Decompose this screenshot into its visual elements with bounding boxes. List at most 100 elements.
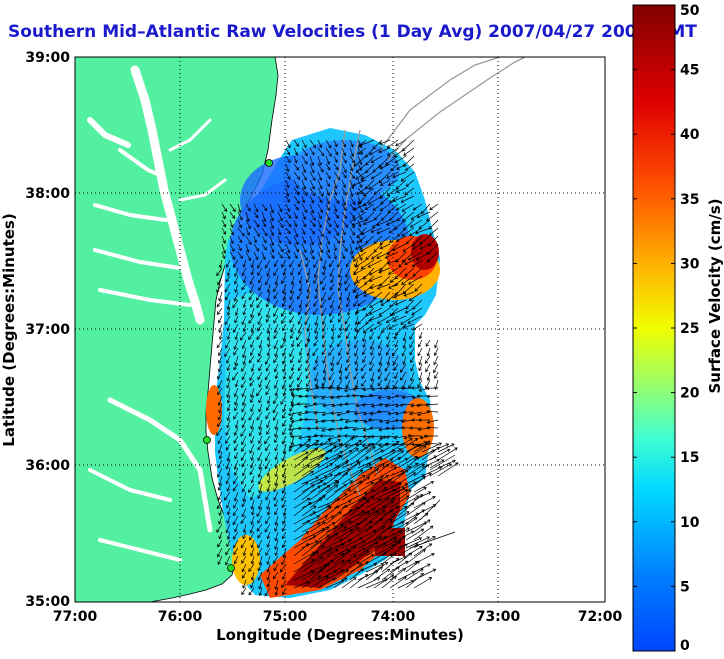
current-arrow xyxy=(373,235,383,245)
bay-and-rivers xyxy=(87,65,227,562)
current-arrow xyxy=(309,545,326,557)
current-arrow xyxy=(380,195,391,205)
current-arrow xyxy=(413,536,436,549)
current-arrow xyxy=(369,339,375,350)
current-arrow xyxy=(301,454,325,469)
current-arrow xyxy=(312,395,327,400)
current-arrow xyxy=(429,203,439,211)
current-arrow xyxy=(266,347,271,357)
current-arrow xyxy=(226,267,231,277)
current-arrow xyxy=(250,499,255,510)
current-arrow xyxy=(389,235,399,244)
current-arrow xyxy=(341,235,346,244)
current-arrow xyxy=(325,451,344,461)
current-arrow xyxy=(349,171,355,180)
current-arrow xyxy=(309,139,317,149)
current-arrow xyxy=(378,307,391,316)
current-arrow xyxy=(265,379,271,390)
current-arrow xyxy=(274,387,279,397)
current-arrow xyxy=(273,571,279,580)
colorbar-tick-label: 10 xyxy=(680,515,700,531)
current-arrow xyxy=(354,347,359,357)
current-arrow xyxy=(357,179,363,189)
current-arrow xyxy=(253,219,260,228)
current-arrow xyxy=(293,139,299,147)
current-arrow xyxy=(314,379,319,388)
current-arrow xyxy=(241,411,247,421)
current-arrow xyxy=(250,459,255,469)
current-arrow xyxy=(353,155,367,167)
current-arrow xyxy=(266,499,271,510)
current-arrow xyxy=(225,275,231,283)
current-arrow xyxy=(381,552,397,565)
current-arrow xyxy=(317,454,341,469)
current-arrow xyxy=(257,531,263,539)
current-arrow xyxy=(349,497,367,509)
current-arrow xyxy=(265,547,271,556)
current-arrow xyxy=(241,283,247,291)
current-arrow xyxy=(301,522,321,533)
current-arrow xyxy=(325,472,342,485)
current-arrow xyxy=(368,267,383,276)
current-arrow xyxy=(250,419,255,430)
current-arrow xyxy=(341,155,347,164)
current-arrow xyxy=(399,403,415,407)
current-arrow xyxy=(221,235,226,244)
current-arrow xyxy=(226,419,231,429)
current-arrow xyxy=(221,203,228,212)
map-title: Southern Mid–Atlantic Raw Velocities (1 … xyxy=(8,22,697,42)
current-arrow xyxy=(314,419,327,424)
current-arrow xyxy=(257,467,263,478)
current-arrow xyxy=(333,227,340,236)
current-arrow xyxy=(277,227,282,236)
current-arrow xyxy=(273,259,279,268)
current-arrow xyxy=(248,563,255,572)
current-arrow xyxy=(403,147,415,156)
current-arrow xyxy=(349,475,366,485)
current-arrow xyxy=(293,451,309,461)
current-arrow xyxy=(224,315,231,326)
current-arrow xyxy=(301,251,308,261)
current-arrow xyxy=(273,299,279,309)
current-arrow xyxy=(250,363,255,372)
current-arrow xyxy=(397,462,419,477)
current-arrow xyxy=(345,409,359,414)
current-arrow xyxy=(218,475,223,487)
current-arrow xyxy=(273,291,279,300)
current-arrow xyxy=(245,243,250,253)
current-arrow xyxy=(393,291,407,299)
colorbar-tick-label: 35 xyxy=(680,192,699,208)
current-arrow xyxy=(429,448,451,461)
current-arrow xyxy=(233,555,239,565)
current-arrow xyxy=(325,511,342,525)
current-arrow xyxy=(333,155,338,164)
current-arrow xyxy=(241,571,247,579)
current-arrow xyxy=(330,355,335,367)
current-arrow xyxy=(257,571,263,581)
current-arrow xyxy=(346,307,351,316)
current-arrow xyxy=(369,355,375,366)
current-arrow xyxy=(337,347,343,357)
current-arrow xyxy=(381,539,398,549)
current-arrow xyxy=(398,259,407,268)
current-arrow xyxy=(269,251,275,259)
current-arrow xyxy=(264,435,271,445)
current-arrow xyxy=(293,187,300,196)
current-arrow xyxy=(379,179,391,186)
current-arrow xyxy=(357,554,375,565)
current-arrow xyxy=(405,528,425,541)
current-arrow xyxy=(357,446,376,461)
current-arrow xyxy=(249,467,255,476)
current-arrow xyxy=(360,171,375,181)
current-arrow xyxy=(437,462,459,477)
current-arrow xyxy=(301,476,319,485)
current-arrow xyxy=(365,475,384,485)
current-arrow xyxy=(218,403,223,414)
current-arrow xyxy=(424,355,431,364)
current-arrow xyxy=(273,379,279,389)
current-arrow xyxy=(386,331,391,341)
current-arrow xyxy=(216,523,223,533)
x-tick-label: 72:00 xyxy=(578,609,623,625)
current-arrow xyxy=(404,163,415,171)
current-arrow xyxy=(293,543,310,557)
